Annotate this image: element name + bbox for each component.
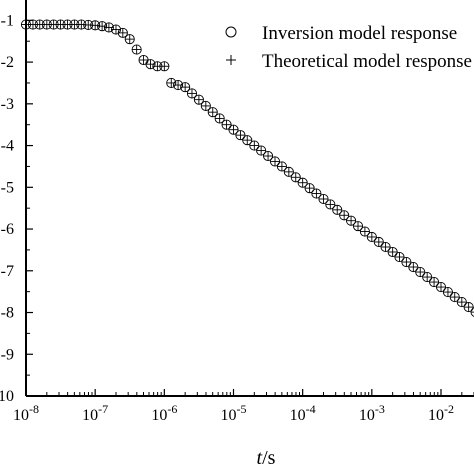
y-tick-label: -2: [1, 54, 14, 71]
x-tick-label-base: 10: [151, 407, 167, 424]
y-tick-label: -4: [1, 138, 14, 155]
x-tick-label-base: 10: [220, 407, 236, 424]
x-tick-label: 10-5: [220, 402, 246, 424]
x-axis-label-unit: /s: [262, 447, 276, 469]
x-tick-label: 10-6: [151, 402, 177, 424]
x-tick-label-base: 10: [82, 407, 98, 424]
x-axis-label-variable: t: [257, 447, 263, 469]
y-tick-label: -5: [1, 179, 14, 196]
x-tick-label: 10-2: [428, 402, 454, 424]
y-tick-label: -8: [1, 305, 14, 322]
y-tick-label: -1: [1, 12, 14, 29]
x-tick-label-base: 10: [290, 407, 306, 424]
x-tick-label-exponent: -3: [375, 402, 385, 416]
legend-circle-marker: [225, 26, 237, 38]
legend: Inversion model response Theoretical mod…: [225, 23, 472, 72]
legend-label-inversion: Inversion model response: [262, 23, 457, 44]
x-tick-label-exponent: -2: [444, 402, 454, 416]
x-tick-label-exponent: -7: [98, 402, 108, 416]
y-tick-label: -3: [1, 96, 14, 113]
y-tick-label: -6: [1, 221, 14, 238]
y-tick-label: -10: [0, 388, 14, 405]
x-tick-label-exponent: -4: [306, 402, 316, 416]
y-axis-ticks: -1 -2 -3 -4 -5 -6 -7 -8 -9 -10: [0, 12, 33, 405]
y-tick-label: -7: [1, 263, 14, 280]
x-tick-label: 10-7: [82, 402, 108, 424]
x-axis-label: t/s: [257, 447, 276, 469]
x-tick-label: 10-4: [290, 402, 316, 424]
x-tick-label-exponent: -6: [167, 402, 177, 416]
x-tick-label: 10-8: [13, 402, 39, 424]
x-axis-ticks: 10-8 10-7 10-6 10-5 10-4 10-3 10-2: [13, 389, 474, 424]
legend-label-theoretical: Theoretical model response: [262, 51, 472, 72]
data-markers: [20, 19, 474, 317]
x-tick-label-base: 10: [13, 407, 29, 424]
y-tick-label: -9: [1, 346, 14, 363]
x-tick-label-base: 10: [359, 407, 375, 424]
x-tick-label-exponent: -8: [29, 402, 39, 416]
x-tick-label: 10-3: [359, 402, 385, 424]
x-tick-label-base: 10: [428, 407, 444, 424]
x-tick-label-exponent: -5: [236, 402, 246, 416]
